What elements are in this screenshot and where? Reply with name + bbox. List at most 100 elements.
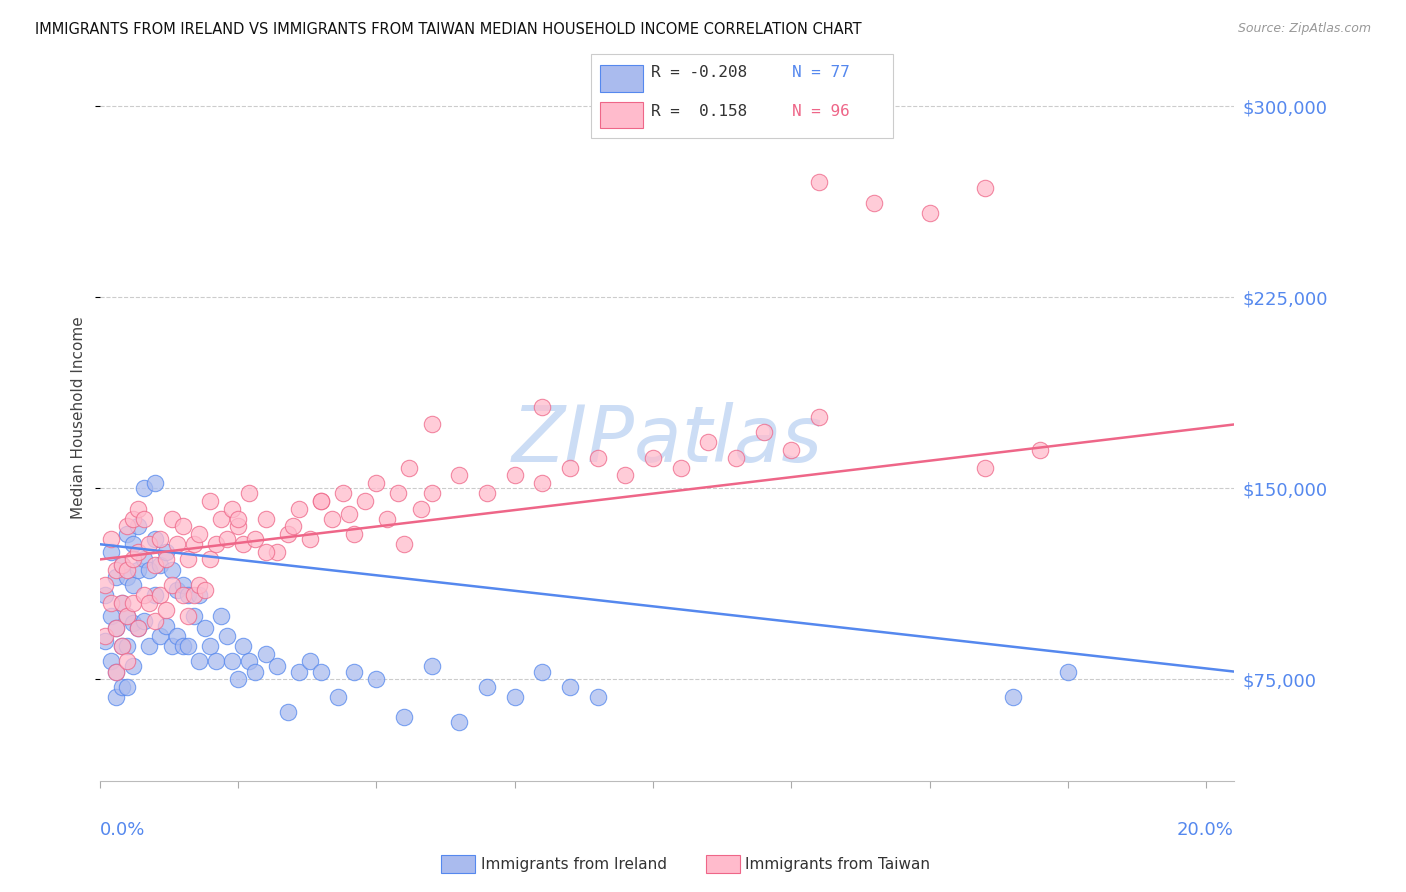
Text: Immigrants from Ireland: Immigrants from Ireland	[481, 857, 666, 871]
Point	[115, 519, 138, 533]
Point	[332, 486, 354, 500]
Point	[392, 537, 415, 551]
Point	[215, 532, 238, 546]
Point	[1001, 690, 1024, 704]
Point	[127, 519, 149, 533]
Point	[200, 639, 222, 653]
Point	[127, 545, 149, 559]
Point	[94, 578, 117, 592]
Point	[254, 647, 277, 661]
Point	[614, 468, 637, 483]
Point	[166, 582, 188, 597]
Point	[194, 582, 217, 597]
Point	[807, 176, 830, 190]
Point	[226, 519, 249, 533]
Point	[172, 519, 194, 533]
Point	[232, 537, 254, 551]
Point	[149, 558, 172, 572]
Point	[149, 532, 172, 546]
Point	[149, 629, 172, 643]
Point	[232, 639, 254, 653]
Point	[254, 545, 277, 559]
Point	[121, 512, 143, 526]
Text: Source: ZipAtlas.com: Source: ZipAtlas.com	[1237, 22, 1371, 36]
Point	[100, 596, 122, 610]
Point	[586, 690, 609, 704]
Point	[132, 588, 155, 602]
Point	[398, 460, 420, 475]
Point	[531, 476, 554, 491]
Point	[155, 618, 177, 632]
Point	[111, 558, 134, 572]
Point	[204, 654, 226, 668]
Point	[226, 512, 249, 526]
Point	[100, 608, 122, 623]
Point	[503, 468, 526, 483]
Point	[115, 680, 138, 694]
Point	[918, 206, 941, 220]
Point	[121, 537, 143, 551]
Point	[132, 481, 155, 495]
Point	[287, 501, 309, 516]
Point	[166, 629, 188, 643]
Point	[238, 486, 260, 500]
Point	[111, 680, 134, 694]
Point	[160, 578, 183, 592]
Point	[105, 621, 128, 635]
Point	[183, 588, 205, 602]
Text: Immigrants from Taiwan: Immigrants from Taiwan	[745, 857, 931, 871]
Point	[115, 654, 138, 668]
Point	[177, 588, 200, 602]
Point	[143, 614, 166, 628]
Text: 20.0%: 20.0%	[1177, 821, 1234, 839]
Point	[127, 501, 149, 516]
Point	[531, 665, 554, 679]
Point	[558, 680, 581, 694]
Point	[326, 690, 349, 704]
Point	[111, 639, 134, 653]
Point	[105, 563, 128, 577]
Point	[115, 608, 138, 623]
Point	[188, 527, 211, 541]
Point	[105, 570, 128, 584]
Point	[115, 639, 138, 653]
Point	[343, 527, 366, 541]
Point	[973, 460, 995, 475]
Y-axis label: Median Household Income: Median Household Income	[72, 317, 86, 519]
Point	[183, 608, 205, 623]
Point	[127, 563, 149, 577]
Point	[188, 578, 211, 592]
Text: N = 96: N = 96	[792, 104, 849, 119]
Point	[780, 442, 803, 457]
Point	[143, 558, 166, 572]
Point	[100, 532, 122, 546]
Point	[807, 409, 830, 424]
Point	[558, 460, 581, 475]
Point	[724, 450, 747, 465]
Point	[94, 588, 117, 602]
Point	[143, 588, 166, 602]
Point	[115, 570, 138, 584]
Point	[115, 608, 138, 623]
Point	[121, 659, 143, 673]
Point	[254, 512, 277, 526]
Point	[409, 501, 432, 516]
Point	[309, 494, 332, 508]
Point	[105, 621, 128, 635]
Point	[138, 537, 160, 551]
Point	[138, 596, 160, 610]
Point	[177, 552, 200, 566]
Point	[100, 545, 122, 559]
Point	[277, 706, 299, 720]
Point	[200, 552, 222, 566]
Point	[209, 512, 232, 526]
Point	[177, 608, 200, 623]
Point	[752, 425, 775, 439]
Point	[309, 665, 332, 679]
Point	[375, 512, 398, 526]
Point	[132, 614, 155, 628]
Point	[669, 460, 692, 475]
Point	[105, 665, 128, 679]
Point	[1057, 665, 1080, 679]
Point	[149, 588, 172, 602]
